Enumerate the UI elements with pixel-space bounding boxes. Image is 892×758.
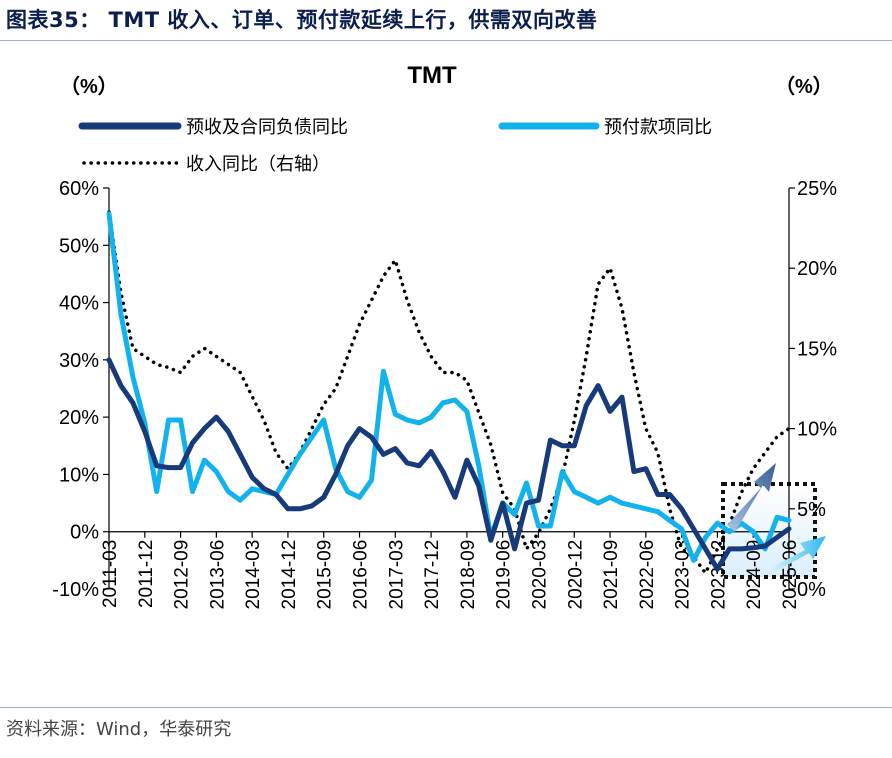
x-axis-tick-label: 2020-03 <box>529 540 550 610</box>
x-axis-tick-label: 2014-12 <box>279 540 300 610</box>
x-axis-tick-label: 2013-06 <box>207 540 228 610</box>
tmt-chart: TMT （%） （%） 预收及合同负债同比 预付款项同比 收入同比（右轴） -1… <box>52 62 837 610</box>
x-axis-tick-label: 2024-09 <box>744 540 765 610</box>
left-axis-tick-label: 50% <box>59 235 99 257</box>
x-axis-tick-label: 2011-12 <box>136 540 157 608</box>
left-axis-tick-label: 0% <box>70 522 99 544</box>
series-line-prepayments <box>106 211 792 563</box>
x-axis-tick-label: 2016-06 <box>351 540 372 610</box>
x-axis-tick-label: 2021-09 <box>601 540 622 610</box>
chart-title: TMT <box>407 62 457 89</box>
highlight-area <box>723 484 815 577</box>
left-axis-tick-label: 30% <box>59 350 99 372</box>
right-axis-tick-label: 0% <box>797 579 826 601</box>
left-axis-tick-label: 20% <box>59 407 99 429</box>
x-axis-tick-label: 2011-03 <box>100 540 121 608</box>
x-axis-tick-label: 2025-06 <box>780 540 801 610</box>
x-axis-tick-label: 2020-12 <box>565 540 586 610</box>
x-axis-tick-label: 2015-09 <box>315 540 336 610</box>
x-axis-tick-label: 2012-09 <box>172 540 193 610</box>
highlight-border <box>721 482 817 579</box>
legend-label-prepayments: 预付款项同比 <box>604 117 712 137</box>
highlight-box <box>721 482 817 579</box>
series-line-revenue <box>107 210 791 575</box>
left-axis-unit: （%） <box>60 75 118 98</box>
x-axis-tick-label: 2017-03 <box>386 540 407 610</box>
right-axis-tick-label: 25% <box>797 178 837 200</box>
legend: 预收及合同负债同比 预付款项同比 收入同比（右轴） <box>78 117 712 174</box>
legend-label-advance-receipts: 预收及合同负债同比 <box>186 117 348 137</box>
x-axis-tick-label: 2014-03 <box>243 540 264 610</box>
x-axis-tick-label: 2017-12 <box>422 540 443 610</box>
right-axis-tick-label: 15% <box>797 338 837 360</box>
figure-title: 图表35： TMT 收入、订单、预付款延续上行，供需双向改善 <box>6 8 598 32</box>
source-note: 资料来源：Wind，华泰研究 <box>6 719 232 740</box>
right-axis-unit: （%） <box>775 75 833 98</box>
left-axis-tick-label: -10% <box>52 579 99 601</box>
left-axis-tick-label: 40% <box>59 293 99 315</box>
trend-arrow-right-icon <box>768 536 826 573</box>
trend-arrows <box>727 463 826 573</box>
legend-label-revenue: 收入同比（右轴） <box>186 154 330 174</box>
title-divider <box>0 40 892 41</box>
source-divider <box>0 707 892 708</box>
x-axis-tick-label: 2018-09 <box>458 540 479 610</box>
left-axis-tick-label: 60% <box>59 178 99 200</box>
x-axis-tick-label: 2022-06 <box>637 540 658 610</box>
left-axis-tick-label: 10% <box>59 464 99 486</box>
right-axis-tick-label: 5% <box>797 499 826 521</box>
series-line-advance-receipts <box>106 357 792 572</box>
trend-arrow-up-icon <box>727 463 776 532</box>
x-axis-tick-label: 2019-06 <box>494 540 515 610</box>
right-axis-tick-label: 20% <box>797 258 837 280</box>
right-axis-tick-label: 10% <box>797 419 837 441</box>
x-axis-tick-label: 2023-03 <box>673 540 694 610</box>
